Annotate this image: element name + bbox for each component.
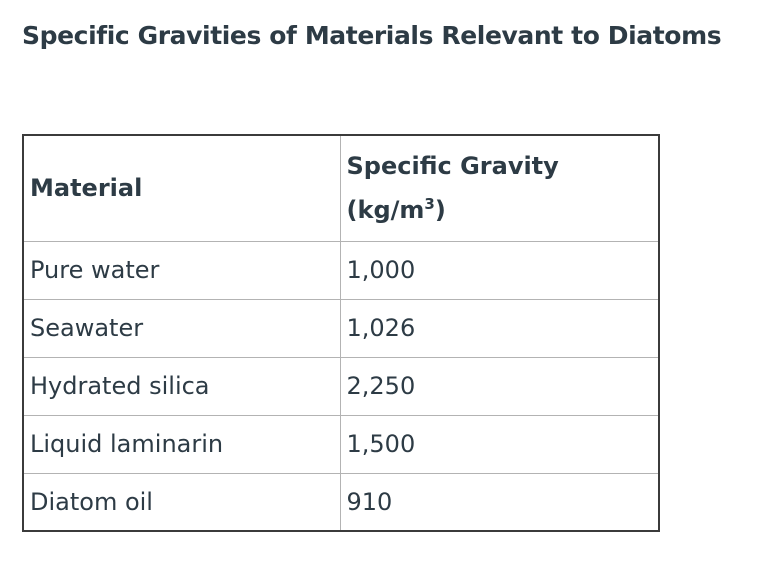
table-row: Diatom oil 910 [22, 472, 660, 532]
material-cell: Liquid laminarin [22, 414, 341, 474]
table-header-row: Material Specific Gravity (kg/m3) [22, 134, 660, 242]
material-cell: Diatom oil [22, 472, 341, 532]
column-header-specific-gravity: Specific Gravity (kg/m3) [339, 134, 660, 242]
material-cell: Seawater [22, 298, 341, 358]
material-cell: Hydrated silica [22, 356, 341, 416]
gravity-cell: 1,500 [339, 414, 660, 474]
table-row: Hydrated silica 2,250 [22, 356, 660, 416]
page-title: Specific Gravities of Materials Relevant… [22, 21, 722, 50]
specific-gravity-table: Material Specific Gravity (kg/m3) Pure w… [22, 134, 660, 532]
table-row: Seawater 1,026 [22, 298, 660, 358]
specific-gravity-label: Specific Gravity [346, 152, 559, 181]
gravity-cell: 1,000 [339, 240, 660, 300]
table-row: Liquid laminarin 1,500 [22, 414, 660, 474]
unit-exponent: 3 [424, 195, 435, 214]
gravity-cell: 910 [339, 472, 660, 532]
unit-suffix: ) [434, 196, 446, 225]
unit-label: (kg/m3) [347, 188, 658, 232]
table-row: Pure water 1,000 [22, 240, 660, 300]
column-header-material: Material [22, 134, 341, 242]
gravity-cell: 2,250 [339, 356, 660, 416]
gravity-cell: 1,026 [339, 298, 660, 358]
material-cell: Pure water [22, 240, 341, 300]
unit-prefix: (kg/m [346, 196, 425, 225]
